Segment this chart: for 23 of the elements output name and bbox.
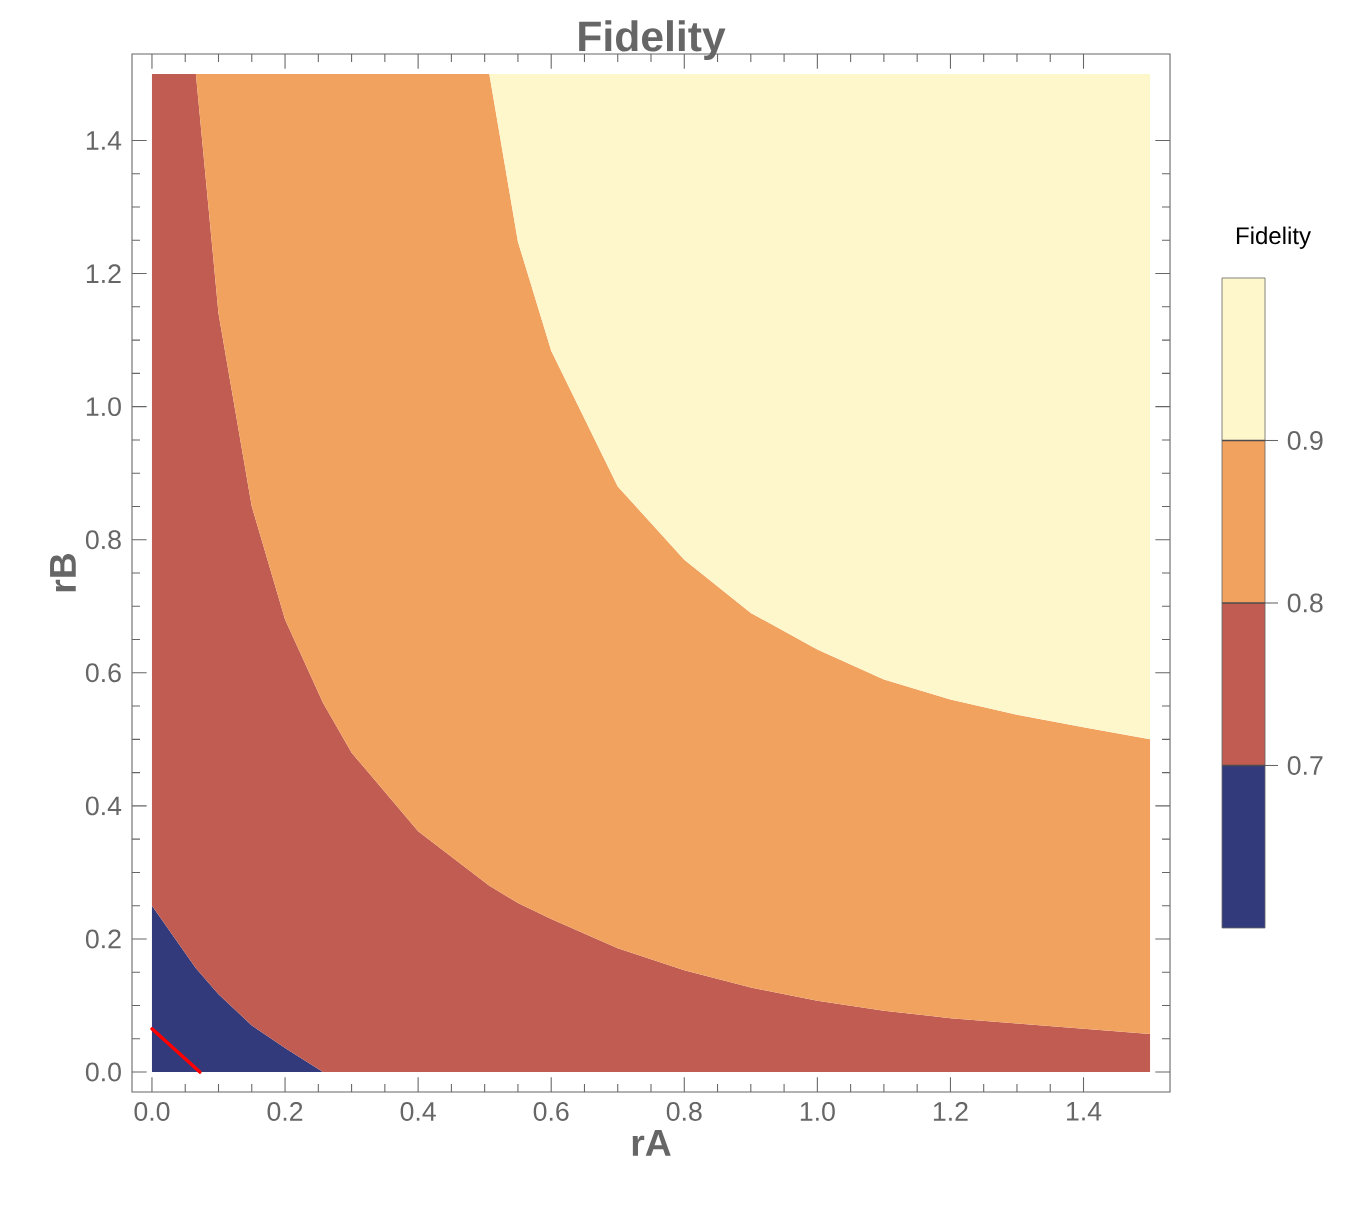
color-bar-label: 0.7 — [1287, 756, 1323, 775]
x-tick-label: 1.4 — [1067, 1102, 1102, 1121]
y-axis-title: rB — [50, 553, 76, 592]
color-bar-label: 0.9 — [1287, 431, 1323, 450]
chart-title: Fidelity — [579, 20, 726, 60]
x-tick-label: 0.0 — [134, 1102, 170, 1121]
x-tick-label: 0.4 — [400, 1102, 436, 1121]
color-bar-title: Fidelity — [1236, 226, 1311, 249]
y-tick-label: 1.4 — [86, 131, 122, 150]
x-tick-label: 1.2 — [933, 1102, 968, 1121]
color-bar-label: 0.8 — [1287, 593, 1323, 613]
y-tick-label: 0.2 — [85, 929, 121, 949]
x-axis-title: rA — [632, 1130, 671, 1156]
x-tick-label: 0.2 — [267, 1102, 303, 1121]
y-tick-label: 1.2 — [86, 264, 121, 283]
y-tick-label: 0.4 — [85, 796, 122, 816]
y-tick-label: 0.8 — [85, 530, 121, 550]
y-tick-label: 1.0 — [86, 397, 121, 417]
y-tick-label: 0.0 — [85, 1062, 121, 1082]
y-tick-label: 0.6 — [85, 663, 121, 683]
x-tick-label: 0.8 — [666, 1102, 702, 1121]
x-tick-label: 0.6 — [533, 1102, 569, 1121]
x-tick-label: 1.0 — [800, 1102, 835, 1121]
